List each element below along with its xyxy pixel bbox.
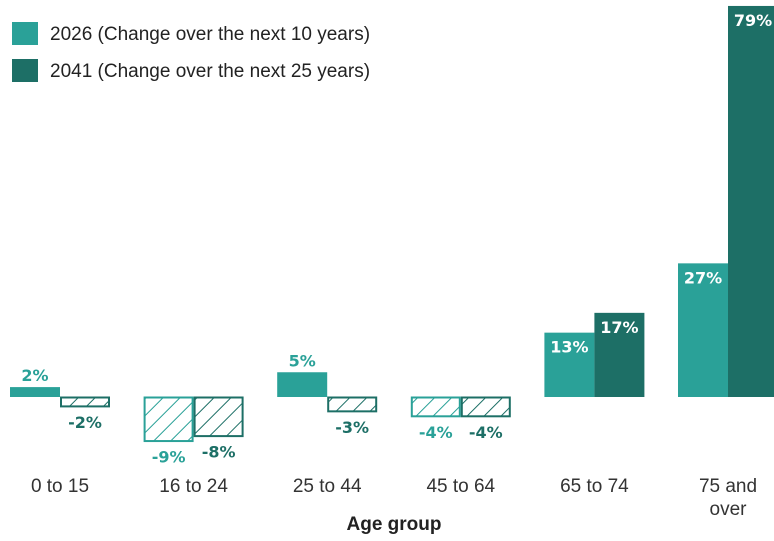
data-label-2041-4: -4% (469, 423, 503, 442)
bar-2026-6 (678, 263, 728, 397)
data-label-2026-3: 5% (289, 351, 316, 370)
bar-2041-2 (193, 396, 244, 438)
x-axis-ticks: 0 to 15 16 to 24 25 to 44 45 to 64 65 to 74 7… (31, 476, 757, 520)
data-label-2026-4: -4% (419, 423, 453, 442)
bar-2041-6 (728, 5, 774, 397)
bar-2026-5 (544, 332, 595, 397)
data-label-2041-5: 17% (600, 318, 638, 337)
data-label-2041-6: 79% (734, 11, 772, 30)
bar-2041-4 (460, 396, 511, 418)
legend-swatch-2 (12, 59, 38, 82)
bars-group: 2% -2% -9% -8% 5% -3% -4% -4% 13% 17% 27% 79% (10, 5, 774, 467)
x-tick-label-2: 16 to 24 (159, 476, 228, 497)
bar-2041-5 (594, 312, 645, 397)
x-axis-title: Age group (347, 514, 442, 535)
bar-2041-1 (60, 396, 110, 408)
x-tick-label-4: 45 to 64 (426, 476, 495, 497)
x-tick-label-3: 25 to 44 (293, 476, 362, 497)
data-label-2026-2: -9% (152, 448, 186, 467)
bar-2041-3 (327, 396, 378, 413)
data-label-2026-1: 2% (21, 366, 48, 385)
bar-2026-3 (277, 372, 328, 397)
x-tick-label-5: 65 to 74 (560, 476, 629, 497)
x-tick-label-6: 75 and over (699, 476, 757, 520)
data-label-2041-2: -8% (202, 443, 236, 462)
legend-swatch-1 (12, 22, 38, 45)
bar-2026-1 (10, 387, 60, 397)
data-label-2026-6: 27% (684, 268, 722, 287)
legend: 2026 (Change over the next 10 years) 2041… (12, 22, 370, 82)
data-label-2041-1: -2% (68, 413, 102, 432)
x-tick-label-1: 0 to 15 (31, 476, 89, 497)
legend-label-2: 2041 (Change over the next 25 years) (50, 61, 370, 82)
bar-2026-4 (410, 396, 461, 418)
bar-2026-2 (143, 396, 194, 443)
data-label-2041-3: -3% (335, 418, 369, 437)
data-label-2026-5: 13% (550, 338, 588, 357)
legend-label-1: 2026 (Change over the next 10 years) (50, 24, 370, 45)
